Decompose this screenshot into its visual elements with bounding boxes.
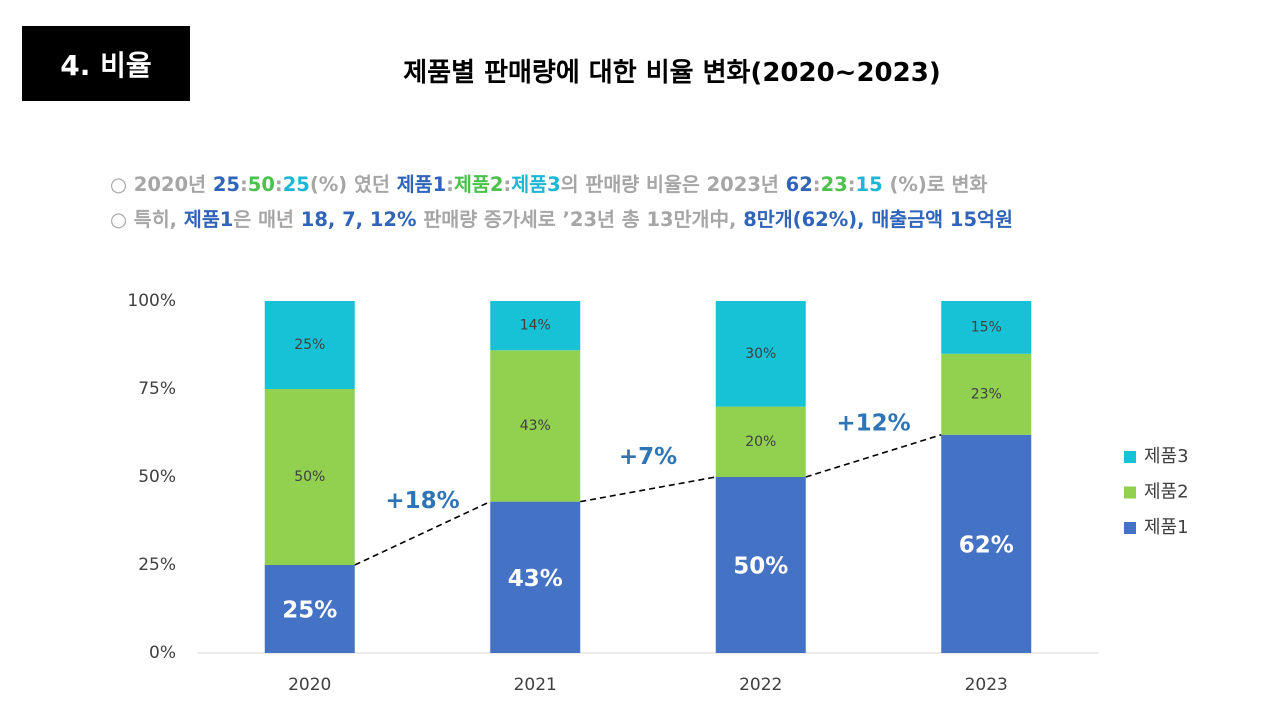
bullet-text: (%) 였던 bbox=[309, 173, 397, 196]
bar-segment bbox=[490, 501, 581, 653]
y-tick-label: 75% bbox=[138, 379, 176, 399]
bullet-text: 제품2 bbox=[453, 173, 504, 196]
bullet-text: ○ 특히, bbox=[110, 208, 184, 231]
value-label: 25% bbox=[282, 598, 337, 624]
value-label: 50% bbox=[733, 554, 788, 580]
bullet-text: 50 bbox=[247, 173, 275, 196]
x-tick-label: 2022 bbox=[739, 675, 782, 695]
value-label: 14% bbox=[520, 318, 551, 334]
annotation: +7% bbox=[619, 444, 677, 470]
trend-connector bbox=[354, 500, 491, 566]
bullet-text: 제품1 bbox=[396, 173, 447, 196]
bar-segment bbox=[264, 565, 355, 653]
bar-segment bbox=[490, 350, 581, 502]
bullet-text: : bbox=[503, 173, 512, 196]
legend-swatch bbox=[1124, 451, 1136, 463]
bullet-text: 의 판매량 비율은 2023년 bbox=[560, 173, 786, 196]
value-label: 50% bbox=[294, 469, 325, 485]
legend-label: 제품1 bbox=[1144, 517, 1189, 538]
bullet-text: 판매량 증가세로 ’23년 총 13만개中, bbox=[416, 208, 744, 231]
legend-swatch bbox=[1124, 522, 1136, 534]
trend-connector bbox=[805, 433, 942, 478]
bullet-text: ○ 2020년 bbox=[110, 173, 213, 196]
bullet-text: 18, 7, 12% bbox=[300, 208, 417, 231]
bullet-text: 15 bbox=[855, 173, 883, 196]
bullet-text: : bbox=[446, 173, 454, 196]
bullet-text: 은 매년 bbox=[233, 208, 301, 231]
bar-segment bbox=[941, 434, 1032, 653]
bullet-text: 25 bbox=[212, 173, 240, 196]
trend-connector bbox=[580, 476, 716, 503]
bullet-text: 8만개(62%), 매출금액 15억원 bbox=[743, 208, 1013, 231]
bar-segment bbox=[715, 406, 806, 477]
value-label: 23% bbox=[971, 386, 1002, 402]
x-tick-label: 2023 bbox=[965, 675, 1008, 695]
annotation: +12% bbox=[836, 410, 910, 436]
y-tick-label: 0% bbox=[149, 643, 176, 663]
bar-segment bbox=[490, 301, 581, 351]
bullet-text: 25 bbox=[282, 173, 310, 196]
bullet-text: : bbox=[847, 173, 856, 196]
bullet-text: : bbox=[812, 173, 821, 196]
y-tick-label: 100% bbox=[127, 291, 176, 311]
value-label: 43% bbox=[520, 418, 551, 434]
bar-segment bbox=[941, 353, 1032, 435]
value-label: 25% bbox=[294, 337, 325, 353]
bullet-text: : bbox=[274, 173, 283, 196]
bullet-text: 62 bbox=[785, 173, 813, 196]
bullet-text: (%)로 변화 bbox=[882, 173, 988, 196]
x-tick-label: 2021 bbox=[514, 675, 557, 695]
x-tick-label: 2020 bbox=[288, 675, 331, 695]
bar-segment bbox=[264, 301, 355, 389]
bullet: ○ 2020년 25:50:25(%) 였던 제품1:제품2:제품3의 판매량 … bbox=[110, 168, 987, 197]
legend-label: 제품2 bbox=[1144, 482, 1189, 503]
bar-segment bbox=[941, 301, 1032, 354]
legend-swatch bbox=[1124, 486, 1136, 499]
chart-title: 제품별 판매량에 대한 비율 변화(2020~2023) bbox=[403, 58, 941, 88]
bar-segment bbox=[715, 301, 806, 407]
bullet-text: 제품3 bbox=[511, 173, 561, 196]
y-tick-label: 50% bbox=[138, 467, 176, 487]
bullet-text: 제품1 bbox=[183, 208, 234, 231]
bullet-text: 23 bbox=[820, 173, 848, 196]
annotation: +18% bbox=[385, 488, 459, 514]
value-label: 62% bbox=[959, 532, 1014, 558]
legend-label: 제품3 bbox=[1144, 446, 1189, 467]
value-label: 15% bbox=[971, 319, 1002, 335]
y-tick-label: 25% bbox=[138, 555, 176, 575]
bullet-text: : bbox=[239, 173, 248, 196]
section-label: 4. 비율 bbox=[22, 26, 190, 101]
value-label: 43% bbox=[508, 566, 563, 592]
bar-segment bbox=[715, 477, 806, 653]
value-label: 20% bbox=[745, 434, 776, 450]
value-label: 30% bbox=[745, 346, 776, 362]
bar-segment bbox=[264, 389, 355, 565]
bullet: ○ 특히, 제품1은 매년 18, 7, 12% 판매량 증가세로 ’23년 총… bbox=[110, 203, 1013, 232]
